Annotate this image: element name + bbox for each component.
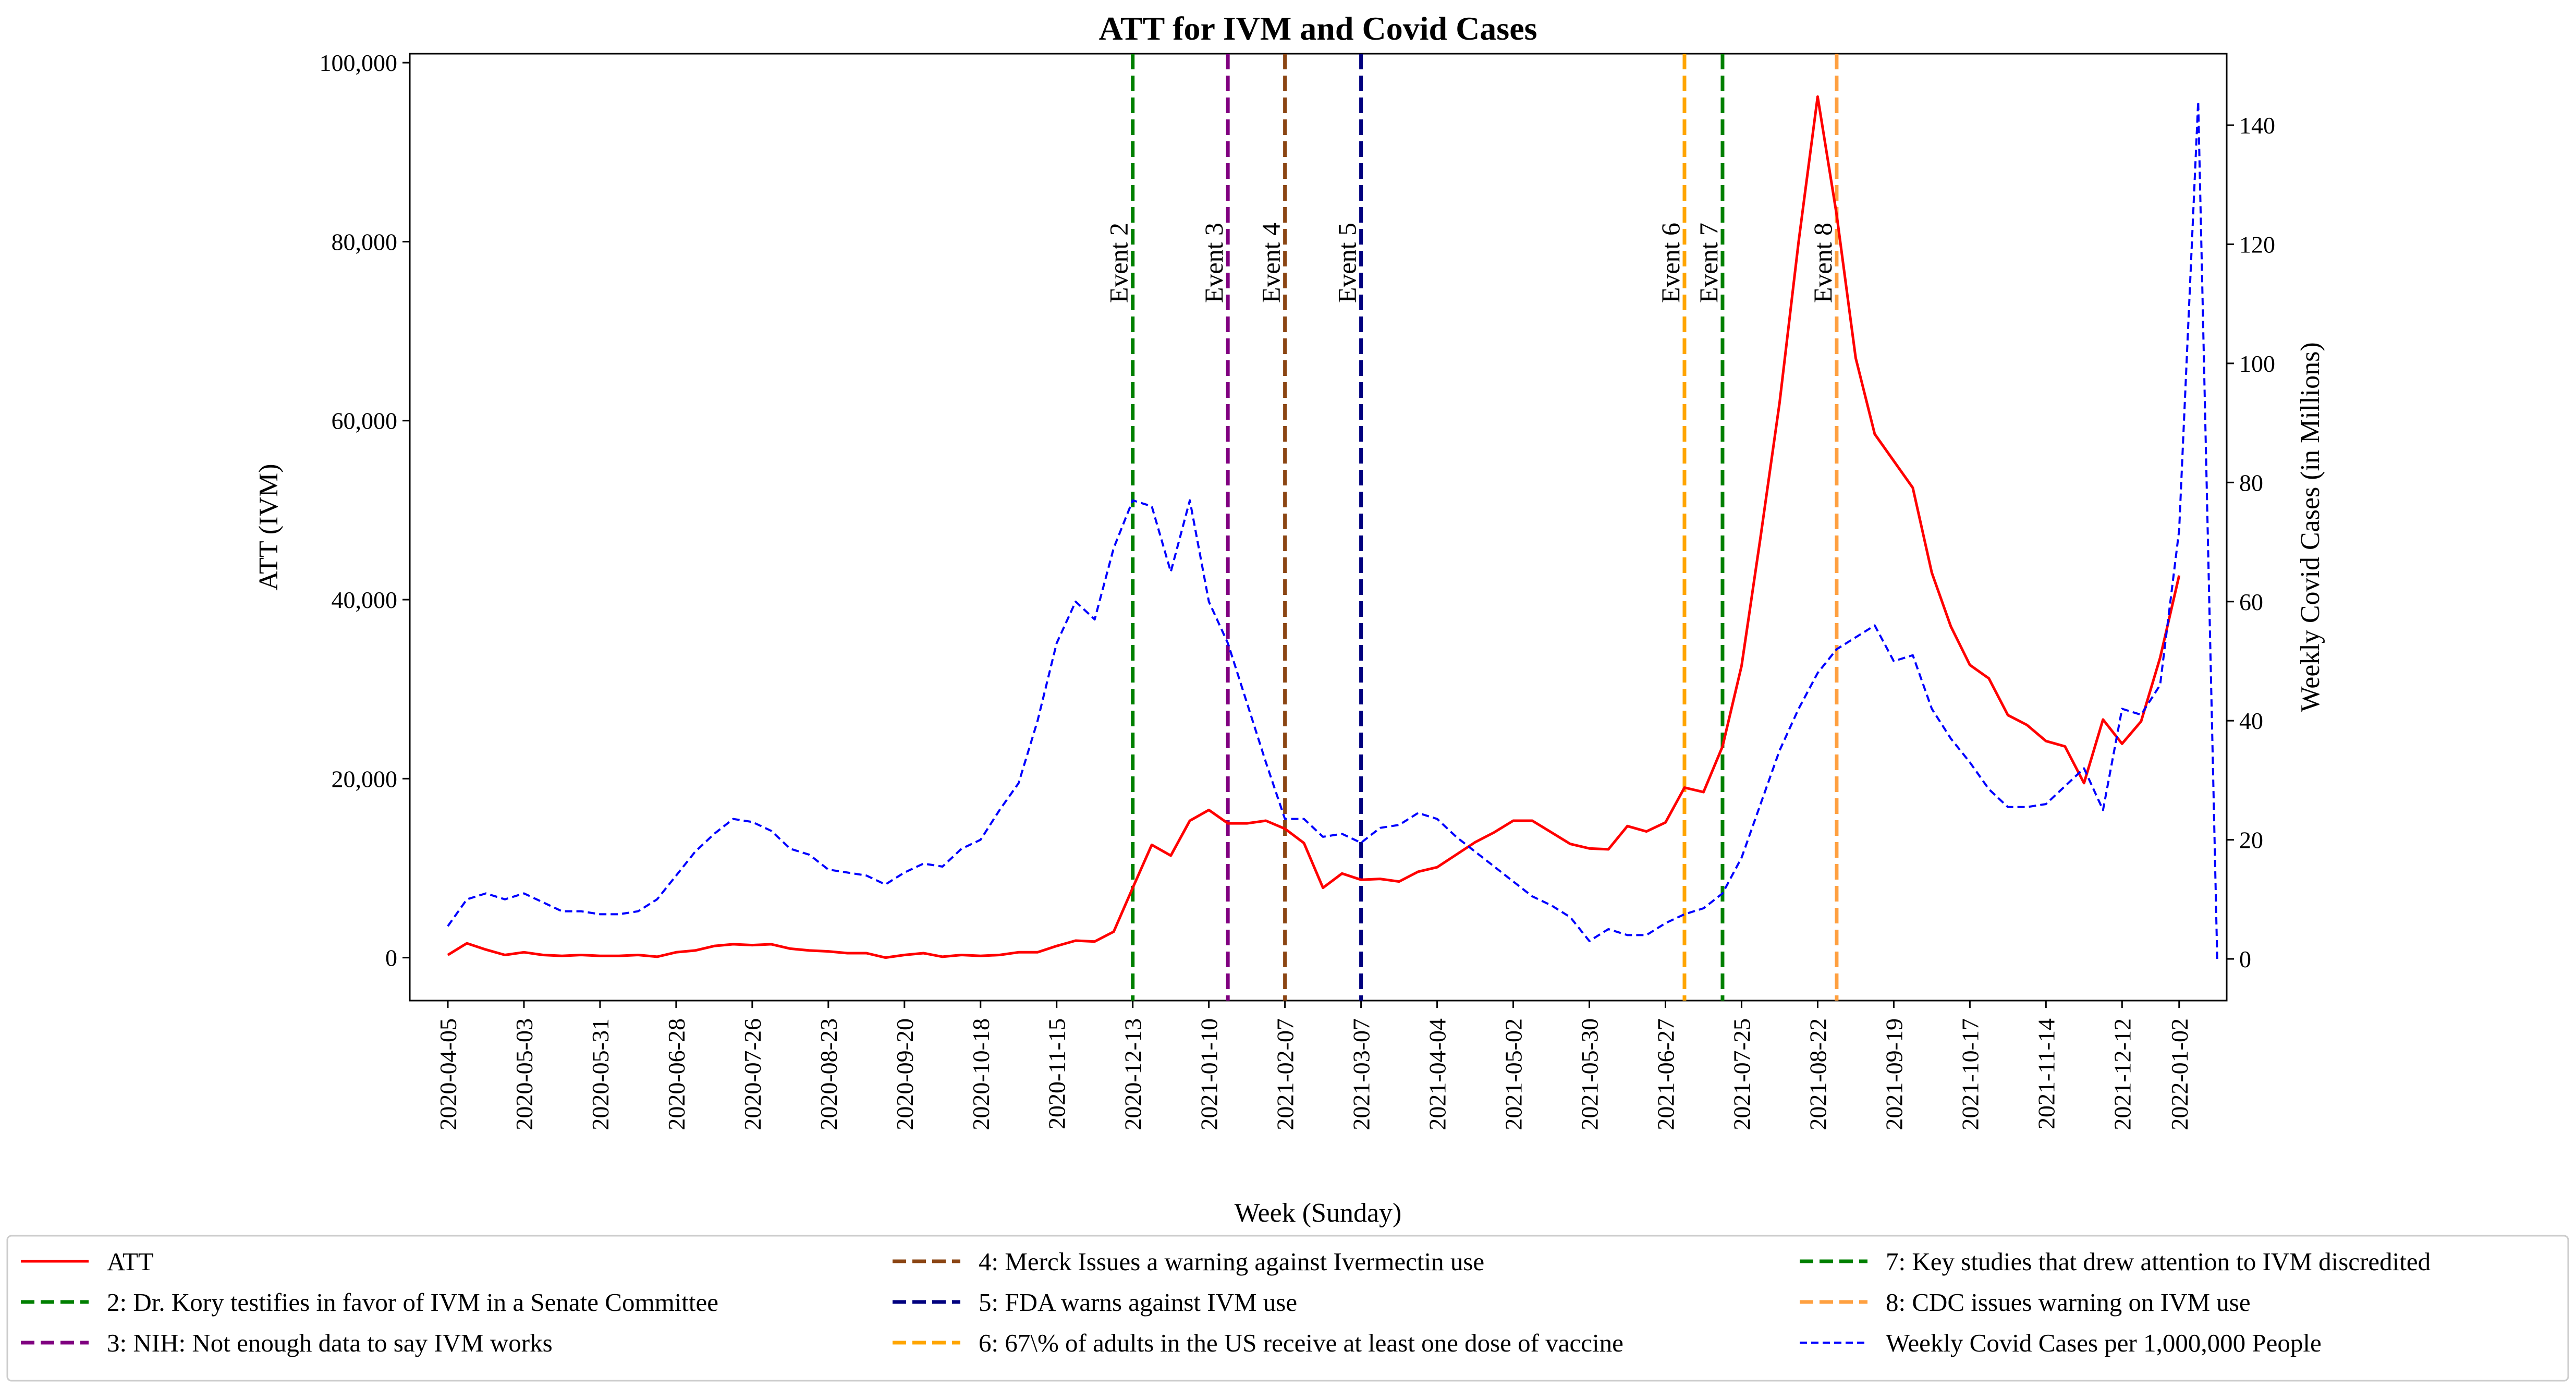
event-label: Event 5 bbox=[1333, 223, 1362, 303]
x-tick-label: 2021-10-17 bbox=[1957, 1018, 1983, 1130]
y-right-tick-label: 140 bbox=[2239, 112, 2275, 139]
y-left-tick-label: 40,000 bbox=[332, 587, 398, 613]
x-tick-label: 2020-05-31 bbox=[587, 1018, 614, 1130]
legend-label: ATT bbox=[107, 1247, 154, 1276]
x-tick-label: 2021-03-07 bbox=[1348, 1018, 1375, 1130]
legend-label: 2: Dr. Kory testifies in favor of IVM in… bbox=[107, 1288, 718, 1317]
y-left-tick-label: 100,000 bbox=[320, 50, 398, 76]
y-left-tick-label: 0 bbox=[385, 945, 397, 971]
legend-label: Weekly Covid Cases per 1,000,000 People bbox=[1886, 1329, 2322, 1357]
x-tick-label: 2020-09-20 bbox=[892, 1018, 918, 1130]
event-label: Event 3 bbox=[1199, 223, 1228, 303]
event-label: Event 4 bbox=[1256, 223, 1286, 303]
x-tick-label: 2020-08-23 bbox=[815, 1018, 842, 1130]
x-tick-label: 2021-09-19 bbox=[1881, 1018, 1907, 1130]
event-label: Event 2 bbox=[1104, 223, 1133, 303]
y-left-tick-label: 60,000 bbox=[332, 408, 398, 434]
y-right-tick-label: 100 bbox=[2239, 350, 2275, 377]
legend-label: 3: NIH: Not enough data to say IVM works bbox=[107, 1329, 553, 1357]
y-left-tick-label: 80,000 bbox=[332, 228, 398, 255]
x-tick-label: 2021-07-25 bbox=[1728, 1018, 1755, 1130]
x-tick-label: 2021-01-10 bbox=[1196, 1018, 1223, 1130]
x-tick-label: 2020-04-05 bbox=[435, 1018, 461, 1130]
x-tick-label: 2021-12-12 bbox=[2109, 1018, 2135, 1130]
x-tick-label: 2020-05-03 bbox=[511, 1018, 538, 1130]
x-tick-label: 2022-01-02 bbox=[2166, 1018, 2193, 1130]
series-lines bbox=[447, 95, 2218, 959]
event-label: Event 6 bbox=[1656, 223, 1685, 303]
legend-label: 7: Key studies that drew attention to IV… bbox=[1886, 1247, 2431, 1276]
legend-label: 6: 67\% of adults in the US receive at l… bbox=[979, 1329, 1623, 1357]
x-tick-label: 2021-04-04 bbox=[1424, 1018, 1451, 1130]
x-axis-label: Week (Sunday) bbox=[1235, 1198, 1402, 1228]
legend-label: 5: FDA warns against IVM use bbox=[979, 1288, 1297, 1317]
covid-cases-line bbox=[447, 100, 2218, 959]
y-right-tick-label: 80 bbox=[2239, 469, 2263, 496]
plot-frame bbox=[409, 53, 2228, 1002]
x-tick-label: 2021-06-27 bbox=[1652, 1018, 1679, 1130]
event-label: Event 7 bbox=[1694, 223, 1723, 303]
event-lines bbox=[1131, 54, 1839, 1001]
legend-label: 8: CDC issues warning on IVM use bbox=[1886, 1288, 2251, 1317]
event-labels: Event 2 Event 3 Event 4 Event 5 Event 6 Event… bbox=[1104, 223, 1837, 303]
x-tick-label: 2020-07-26 bbox=[739, 1018, 766, 1130]
att-line bbox=[447, 95, 2181, 959]
y-right-tick-label: 40 bbox=[2239, 708, 2263, 734]
event-label: Event 8 bbox=[1808, 223, 1837, 303]
x-tick-label: 2020-11-15 bbox=[1044, 1018, 1070, 1129]
x-tick-label: 2021-05-02 bbox=[1500, 1018, 1527, 1130]
x-tick-label: 2020-06-28 bbox=[663, 1018, 690, 1130]
x-tick-label: 2020-12-13 bbox=[1120, 1018, 1146, 1130]
y-left-tick-label: 20,000 bbox=[332, 765, 398, 792]
y-axis-label-right: Weekly Covid Cases (in Millions) bbox=[2296, 342, 2325, 712]
x-tick-label: 2021-08-22 bbox=[1804, 1018, 1831, 1130]
legend-label: 4: Merck Issues a warning against Iverme… bbox=[979, 1247, 1484, 1276]
x-tick-label: 2021-05-30 bbox=[1577, 1018, 1603, 1130]
y-right-tick-label: 120 bbox=[2239, 231, 2275, 258]
x-tick-label: 2020-10-18 bbox=[968, 1018, 994, 1130]
x-tick-label: 2021-02-07 bbox=[1272, 1018, 1299, 1130]
legend: ATT 2: Dr. Kory testifies in favor of IVM… bbox=[6, 1235, 2569, 1382]
y-right-tick-label: 60 bbox=[2239, 589, 2263, 615]
y-axis-label-left: ATT (IVM) bbox=[254, 464, 284, 590]
chart-title: ATT for IVM and Covid Cases bbox=[1099, 10, 1537, 47]
y-right-tick-label: 20 bbox=[2239, 827, 2263, 854]
y-right-tick-label: 0 bbox=[2239, 946, 2251, 972]
legend-frame bbox=[6, 1235, 2569, 1382]
axis-ticks: 0 20,000 40,000 60,000 80,000 100,000 0 20 40 60 8… bbox=[320, 50, 2276, 1130]
x-tick-label: 2021-11-14 bbox=[2033, 1018, 2059, 1129]
